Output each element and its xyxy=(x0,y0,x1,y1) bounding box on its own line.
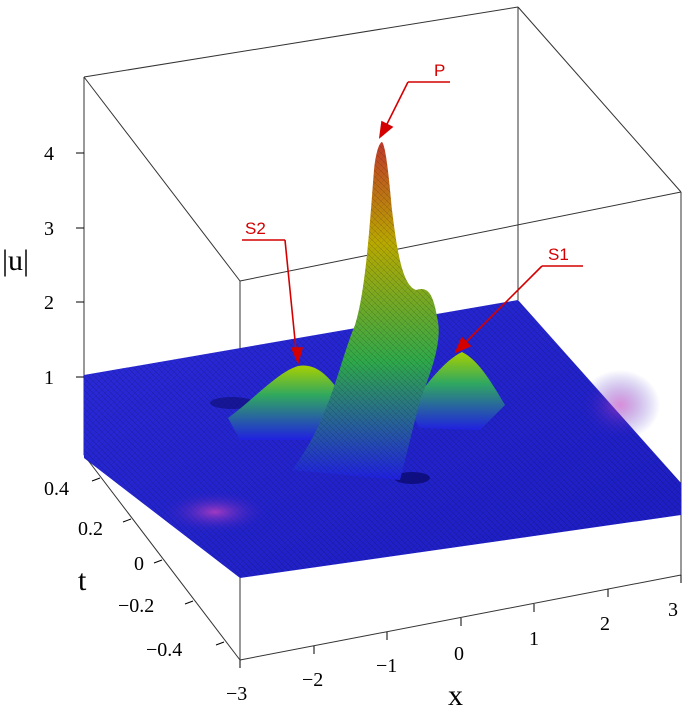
z-axis: 1 2 3 4 |u| xyxy=(2,143,84,389)
z-tick-label: 2 xyxy=(44,292,54,314)
z-tick-label: 1 xyxy=(44,367,54,389)
peak-mesh xyxy=(292,142,439,480)
t-tick-mark xyxy=(184,600,194,605)
t-tick-label: 0 xyxy=(134,553,144,575)
x-tick-label: 2 xyxy=(600,613,610,635)
t-tick-label: 0.2 xyxy=(78,518,103,540)
x-tick-label: −3 xyxy=(226,683,247,705)
t-axis-title: t xyxy=(78,564,87,597)
x-axis: −3 −2 −1 0 1 2 3 x xyxy=(226,575,682,712)
t-tick-label: −0.4 xyxy=(146,639,182,661)
z-tick-label: 4 xyxy=(44,143,54,165)
z-tick-label: 3 xyxy=(44,218,54,240)
annotation-s2: S2 xyxy=(242,219,304,365)
annotation-label-s2: S2 xyxy=(245,219,266,238)
annotation-label-s1: S1 xyxy=(548,245,569,264)
t-tick-label: 0.4 xyxy=(44,478,69,500)
dip-left xyxy=(210,397,254,409)
t-axis: 0.4 0.2 0 −0.2 −0.4 t xyxy=(44,477,225,661)
trough-right xyxy=(580,370,660,440)
x-tick-label: 1 xyxy=(529,628,539,650)
x-tick-label: 3 xyxy=(668,599,678,621)
hill-s2 xyxy=(228,365,345,440)
z-axis-title: |u| xyxy=(2,244,29,277)
trough-left xyxy=(160,490,270,534)
x-tick-label: −2 xyxy=(302,669,323,691)
hill-s1 xyxy=(408,352,505,430)
x-axis-title: x xyxy=(448,679,463,711)
t-tick-mark xyxy=(153,559,163,564)
annotation-label-p: P xyxy=(434,61,445,80)
t-tick-mark xyxy=(122,518,132,523)
annotation-p: P xyxy=(378,61,450,139)
t-tick-mark xyxy=(91,477,101,482)
dip-center xyxy=(394,472,430,484)
annotation-s1: S1 xyxy=(454,245,583,354)
t-tick-mark xyxy=(215,641,225,646)
annotations: P S2 S1 xyxy=(242,61,583,365)
x-tick-label: −1 xyxy=(376,655,397,677)
surface xyxy=(84,142,681,578)
x-tick-label: 0 xyxy=(454,643,464,665)
t-tick-label: −0.2 xyxy=(118,595,154,617)
